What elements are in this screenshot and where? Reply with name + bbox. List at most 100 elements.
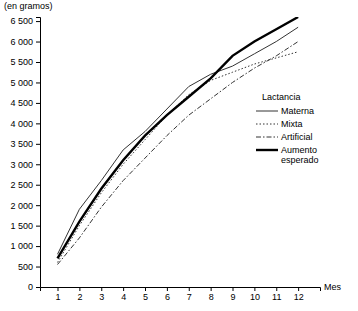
x-tick-mark [211, 287, 212, 291]
legend-swatch [256, 137, 278, 138]
y-tick-mark [36, 123, 40, 124]
legend-label: Mixta [281, 119, 303, 129]
y-tick: 6 500 [10, 16, 40, 26]
y-axis: 0 500 1 000 1 500 2 000 2 500 3 000 3 500 4 000 4… [10, 16, 40, 292]
x-tick: 6 [165, 287, 170, 302]
y-tick-mark [36, 226, 40, 227]
x-tick-mark [254, 287, 255, 291]
y-tick-label: 0 [28, 282, 33, 292]
y-tick: 5 500 [10, 57, 40, 67]
y-tick: 5 000 [10, 78, 40, 88]
y-tick-mark [36, 21, 40, 22]
y-tick-label: 1 500 [10, 221, 33, 231]
y-tick-label: 1 000 [10, 241, 33, 251]
x-tick: 4 [121, 287, 126, 302]
x-tick-label: 11 [272, 292, 281, 302]
legend: Lactancia Materna Mixta Artificial Aumento e… [256, 92, 320, 165]
series-line [58, 52, 299, 263]
x-tick-label: 4 [121, 292, 126, 302]
y-axis-title: (en gramos) [4, 1, 53, 11]
y-tick-label: 6 500 [10, 16, 33, 26]
x-tick-label: 6 [165, 292, 170, 302]
legend-swatch [256, 111, 278, 112]
x-tick-mark [298, 287, 299, 291]
y-tick: 1 500 [10, 221, 40, 231]
y-tick-mark [36, 287, 40, 288]
x-tick-label: 9 [230, 292, 235, 302]
x-tick-label: 12 [294, 292, 304, 302]
series-line [58, 17, 299, 258]
x-tick: 8 [209, 287, 214, 302]
x-tick: 1 [55, 287, 60, 302]
x-tick: 5 [143, 287, 148, 302]
plot-area [58, 17, 299, 265]
y-tick: 500 [18, 262, 40, 272]
chart: 0 500 1 000 1 500 2 000 2 500 3 000 3 500 4 000 4… [0, 0, 358, 311]
x-tick-mark [189, 287, 190, 291]
x-tick-label: 8 [209, 292, 214, 302]
legend-swatch [256, 124, 278, 125]
y-tick-label: 500 [18, 262, 33, 272]
legend-title: Lactancia [262, 92, 301, 102]
y-tick-mark [36, 164, 40, 165]
x-tick-label: 2 [77, 292, 82, 302]
x-tick-mark [79, 287, 80, 291]
x-tick-mark [58, 287, 59, 291]
y-tick-label: 4 000 [10, 119, 33, 129]
x-tick-label: 10 [250, 292, 260, 302]
y-tick: 3 500 [10, 139, 40, 149]
x-tick-label: 7 [187, 292, 192, 302]
y-tick: 2 000 [10, 201, 40, 211]
legend-label: Materna [281, 106, 314, 116]
y-tick-label: 2 500 [10, 180, 33, 190]
y-tick: 6 000 [10, 37, 40, 47]
y-tick: 3 000 [10, 160, 40, 170]
x-tick: 10 [250, 287, 260, 302]
y-tick-mark [36, 205, 40, 206]
x-tick: 2 [77, 287, 82, 302]
x-axis-title: Mes [324, 282, 342, 292]
y-axis-line [36, 18, 41, 288]
y-tick-mark [36, 246, 40, 247]
x-tick-label: 1 [55, 292, 60, 302]
x-tick: 7 [187, 287, 192, 302]
legend-label: Artificial [281, 132, 313, 142]
y-tick-label: 4 500 [10, 98, 33, 108]
x-tick-mark [167, 287, 168, 291]
x-tick: 12 [294, 287, 304, 302]
y-tick-mark [36, 42, 40, 43]
x-tick: 3 [99, 287, 104, 302]
y-tick: 4 000 [10, 119, 40, 129]
y-tick-mark [36, 144, 40, 145]
y-tick-label: 6 000 [10, 37, 33, 47]
series-line [58, 42, 299, 265]
legend-label: Aumento esperado [281, 145, 320, 165]
legend-swatch [256, 149, 278, 151]
y-tick-label: 5 000 [10, 78, 33, 88]
x-tick-mark [101, 287, 102, 291]
y-tick: 4 500 [10, 98, 40, 108]
x-tick-mark [233, 287, 234, 291]
x-tick: 11 [272, 287, 281, 302]
x-tick-mark [276, 287, 277, 291]
y-tick-label: 2 000 [10, 201, 33, 211]
x-tick-label: 3 [99, 292, 104, 302]
y-tick: 1 000 [10, 241, 40, 251]
y-tick: 0 [28, 282, 40, 292]
y-tick-mark [36, 267, 40, 268]
x-tick: 9 [230, 287, 235, 302]
x-axis: 123456789101112 [41, 287, 321, 302]
y-tick-label: 3 000 [10, 160, 33, 170]
y-tick-mark [36, 82, 40, 83]
y-tick: 2 500 [10, 180, 40, 190]
y-tick-label: 3 500 [10, 139, 33, 149]
y-tick-label: 5 500 [10, 57, 33, 67]
y-tick-mark [36, 62, 40, 63]
x-tick-mark [123, 287, 124, 291]
y-tick-mark [36, 185, 40, 186]
x-tick-mark [145, 287, 146, 291]
series-line [58, 27, 299, 254]
x-axis-line [41, 288, 321, 292]
x-tick-label: 5 [143, 292, 148, 302]
y-tick-mark [36, 103, 40, 104]
